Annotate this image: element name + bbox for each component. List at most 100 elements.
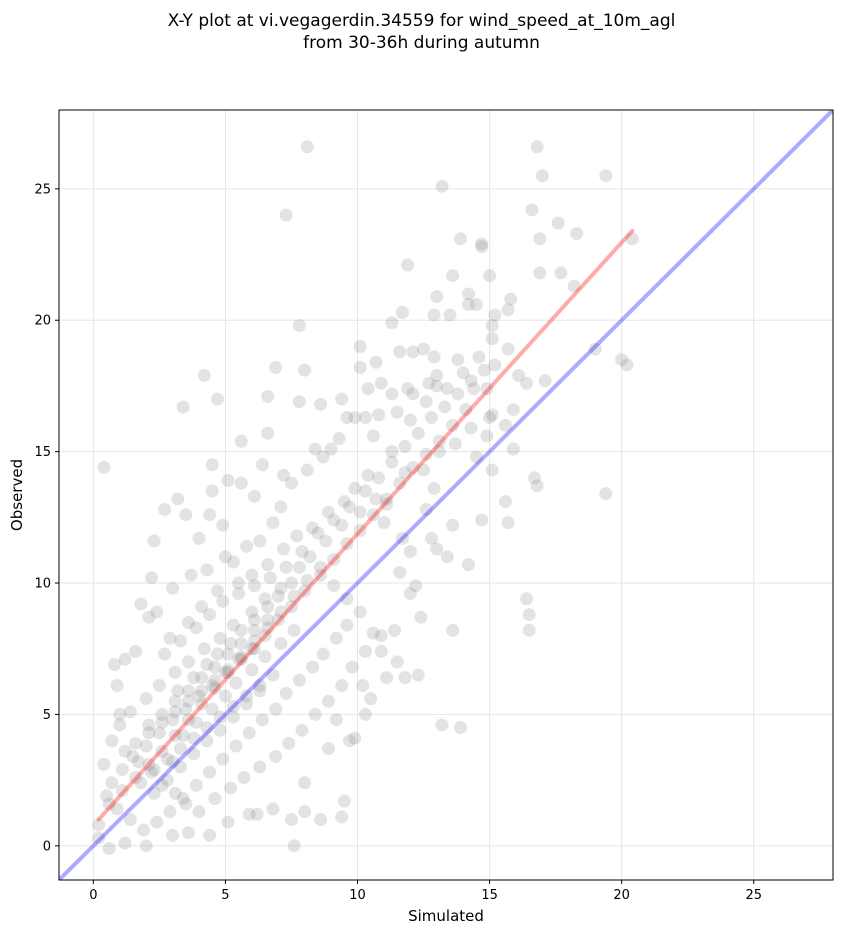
data-point bbox=[292, 395, 306, 409]
data-point bbox=[142, 610, 156, 624]
data-point bbox=[300, 140, 314, 154]
data-point bbox=[229, 676, 243, 690]
x-tick-label: 15 bbox=[481, 888, 498, 903]
data-point bbox=[134, 597, 148, 611]
x-tick-label: 20 bbox=[613, 888, 630, 903]
data-point bbox=[205, 458, 219, 472]
data-point bbox=[533, 232, 547, 246]
data-point bbox=[469, 450, 483, 464]
data-point bbox=[174, 760, 188, 774]
data-point bbox=[380, 671, 394, 685]
data-point bbox=[422, 376, 436, 390]
data-point bbox=[274, 500, 288, 514]
data-point bbox=[364, 692, 378, 706]
data-point bbox=[221, 647, 235, 661]
data-point bbox=[163, 631, 177, 645]
data-point bbox=[366, 429, 380, 443]
data-point bbox=[456, 366, 470, 380]
data-point bbox=[242, 726, 256, 740]
data-point bbox=[258, 592, 272, 606]
data-point bbox=[115, 784, 129, 798]
data-point bbox=[461, 287, 475, 301]
data-point bbox=[403, 413, 417, 427]
data-point bbox=[245, 663, 259, 677]
data-point bbox=[168, 786, 182, 800]
data-point bbox=[369, 492, 383, 506]
data-point bbox=[234, 652, 248, 666]
data-point bbox=[327, 579, 341, 593]
data-point bbox=[329, 631, 343, 645]
data-point bbox=[409, 579, 423, 593]
data-point bbox=[284, 600, 298, 614]
data-point bbox=[158, 647, 172, 661]
data-point bbox=[480, 382, 494, 396]
data-point bbox=[247, 489, 261, 503]
data-point bbox=[110, 679, 124, 693]
data-point bbox=[327, 552, 341, 566]
data-point bbox=[253, 760, 267, 774]
data-point bbox=[321, 742, 335, 756]
data-point bbox=[417, 342, 431, 356]
data-point bbox=[385, 387, 399, 401]
data-point bbox=[226, 618, 240, 632]
data-point bbox=[335, 810, 349, 824]
data-point bbox=[224, 781, 238, 795]
data-point bbox=[234, 434, 248, 448]
y-tick-label: 5 bbox=[43, 708, 51, 723]
data-point bbox=[308, 442, 322, 456]
data-point bbox=[184, 568, 198, 582]
data-point bbox=[314, 397, 328, 411]
data-point bbox=[213, 710, 227, 724]
data-point bbox=[247, 579, 261, 593]
data-point bbox=[477, 363, 491, 377]
data-point bbox=[160, 752, 174, 766]
data-point bbox=[92, 831, 106, 845]
data-point bbox=[480, 429, 494, 443]
data-point bbox=[298, 805, 312, 819]
data-point bbox=[274, 581, 288, 595]
y-tick-label: 15 bbox=[34, 445, 51, 460]
data-point bbox=[419, 395, 433, 409]
data-point bbox=[498, 495, 512, 509]
data-point bbox=[385, 445, 399, 459]
data-point bbox=[113, 707, 127, 721]
data-point bbox=[181, 684, 195, 698]
data-point bbox=[105, 734, 119, 748]
data-point bbox=[242, 807, 256, 821]
data-point bbox=[520, 592, 534, 606]
data-point bbox=[284, 813, 298, 827]
data-point bbox=[258, 650, 272, 664]
data-point bbox=[454, 721, 468, 735]
data-point bbox=[461, 558, 475, 572]
data-point bbox=[142, 726, 156, 740]
data-point bbox=[234, 623, 248, 637]
data-point bbox=[192, 689, 206, 703]
data-point bbox=[504, 292, 518, 306]
data-point bbox=[316, 647, 330, 661]
data-point bbox=[205, 702, 219, 716]
data-point bbox=[430, 542, 444, 556]
data-point bbox=[210, 584, 224, 598]
data-point bbox=[432, 445, 446, 459]
data-point bbox=[261, 621, 275, 635]
data-point bbox=[403, 587, 417, 601]
data-point bbox=[380, 492, 394, 506]
data-point bbox=[139, 739, 153, 753]
data-point bbox=[446, 623, 460, 637]
data-point bbox=[485, 318, 499, 332]
data-point bbox=[398, 439, 412, 453]
data-point bbox=[97, 460, 111, 474]
data-point bbox=[358, 644, 372, 658]
data-point bbox=[353, 605, 367, 619]
data-point bbox=[411, 668, 425, 682]
data-point bbox=[358, 410, 372, 424]
data-point bbox=[472, 350, 486, 364]
data-point bbox=[298, 363, 312, 377]
data-point bbox=[343, 500, 357, 514]
data-point bbox=[308, 707, 322, 721]
data-point bbox=[372, 471, 386, 485]
data-point bbox=[353, 505, 367, 519]
data-point bbox=[271, 613, 285, 627]
data-point bbox=[152, 679, 166, 693]
data-point bbox=[401, 382, 415, 396]
